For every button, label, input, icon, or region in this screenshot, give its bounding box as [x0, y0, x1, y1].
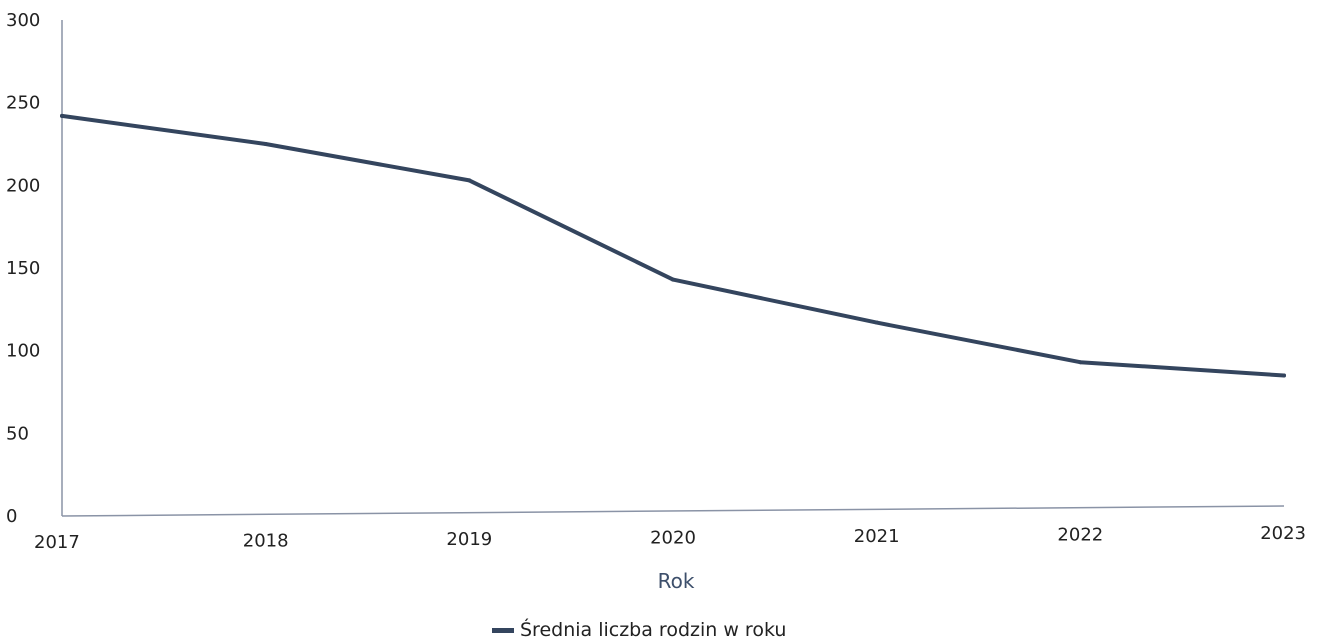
data-point — [467, 178, 471, 182]
legend: Średnia liczba rodzin w roku — [492, 617, 786, 641]
series-line — [62, 116, 1284, 376]
data-point — [875, 321, 879, 325]
x-axis-line — [62, 506, 1284, 516]
series-points — [60, 114, 1286, 378]
x-tick-label: 2023 — [1260, 523, 1306, 544]
y-tick-label: 300 — [6, 10, 40, 31]
y-tick-label: 150 — [6, 258, 40, 279]
legend-swatch — [492, 628, 514, 633]
y-tick-label: 0 — [6, 506, 17, 527]
data-point — [1078, 360, 1082, 364]
data-point — [671, 278, 675, 282]
y-axis-ticks: 0 50 100 150 200 250 300 — [6, 10, 40, 527]
x-tick-label: 2018 — [243, 531, 289, 552]
x-tick-label: 2017 — [34, 532, 80, 553]
data-point — [1282, 373, 1286, 377]
x-tick-label: 2019 — [446, 529, 492, 550]
x-axis-title: Rok — [658, 569, 695, 593]
x-axis-ticks: 2017 2018 2019 2020 2021 2022 2023 — [34, 523, 1306, 553]
y-tick-label: 250 — [6, 93, 40, 114]
y-tick-label: 50 — [6, 423, 29, 444]
x-tick-label: 2021 — [854, 526, 900, 547]
y-tick-label: 100 — [6, 341, 40, 362]
x-tick-label: 2022 — [1057, 525, 1103, 546]
legend-label: Średnia liczba rodzin w roku — [520, 617, 786, 641]
data-point — [264, 142, 268, 146]
x-tick-label: 2020 — [650, 528, 696, 549]
data-point — [60, 114, 64, 118]
y-tick-label: 200 — [6, 175, 40, 196]
